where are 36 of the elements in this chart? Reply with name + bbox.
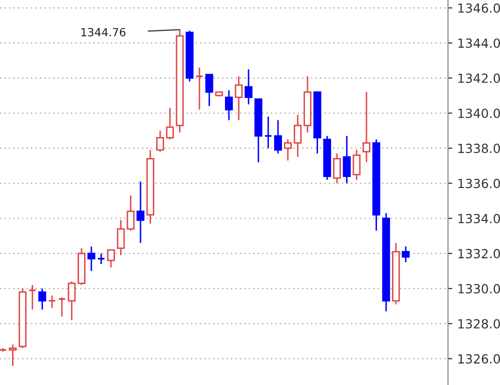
candlestick xyxy=(156,130,164,152)
candlestick xyxy=(136,180,144,244)
candlestick xyxy=(205,74,214,107)
y-tick-label: 1344.0 xyxy=(458,38,500,48)
candlestick xyxy=(107,249,115,268)
y-tick-label: 1332.0 xyxy=(458,248,500,258)
y-tick-label: 1338.0 xyxy=(458,144,500,154)
candlestick xyxy=(402,246,410,263)
candlestick xyxy=(58,296,66,318)
y-tick-label: 1326.0 xyxy=(458,354,500,364)
annotation: 1344.76 xyxy=(81,28,126,36)
y-tick-label: 1340.0 xyxy=(458,108,500,118)
candlestick xyxy=(264,116,272,149)
y-tick-label: 1330.0 xyxy=(458,284,500,294)
candlestick xyxy=(274,119,282,154)
candlestick xyxy=(38,288,46,310)
candlestick xyxy=(362,91,370,163)
candlestick xyxy=(244,68,252,106)
y-tick-label: 1346.0 xyxy=(458,3,500,13)
candlestick xyxy=(195,66,204,110)
y-tick-label: 1342.0 xyxy=(458,74,500,83)
candlestick xyxy=(224,90,233,121)
y-tick-label: 1334.0 xyxy=(458,214,500,224)
candlestick xyxy=(166,107,174,140)
candlestick xyxy=(333,152,341,184)
candlestick xyxy=(87,246,96,272)
candlestick xyxy=(352,149,361,180)
candlestick xyxy=(342,135,351,184)
candlestick xyxy=(48,294,56,309)
candlestick xyxy=(234,76,243,121)
y-tick-label: 1328.0 xyxy=(458,319,500,329)
candlestick xyxy=(97,252,106,265)
candlestick xyxy=(28,284,36,310)
candlestick xyxy=(8,344,17,366)
y-tick-label: 1336.0 xyxy=(458,178,500,188)
candlestick xyxy=(68,280,76,321)
